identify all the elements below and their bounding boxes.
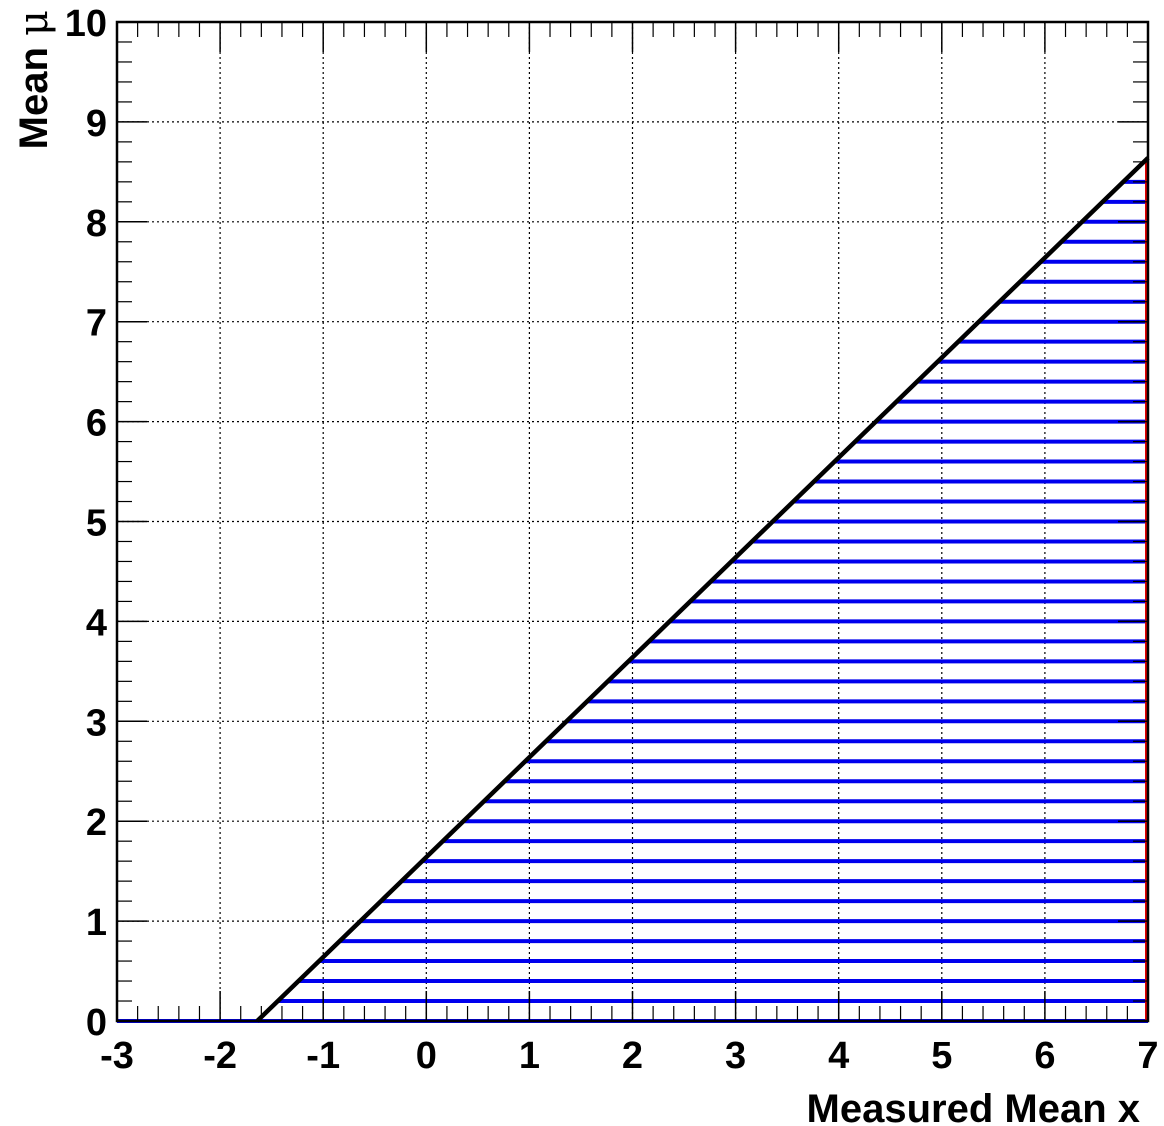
y-tick-label: 3 [86,702,107,744]
x-tick-label: 4 [828,1035,849,1077]
boundary-line-group [255,156,1150,1023]
x-tick-label: 6 [1034,1035,1055,1077]
x-tick-label: 0 [416,1035,437,1077]
x-tick-label: 5 [931,1035,952,1077]
y-axis-title: Mean μ [11,10,57,149]
y-tick-label: 8 [86,203,107,245]
y-tick-label: 7 [86,303,107,345]
x-tick-label: -2 [203,1035,237,1077]
hatch-region [117,157,1148,1023]
y-tick-label: 2 [86,802,107,844]
boundary-line [255,156,1150,1023]
y-tick-label: 0 [86,1002,107,1044]
x-tick-label: 7 [1137,1035,1158,1077]
y-axis-ticks: 0 1 2 3 4 5 6 7 8 9 10 [65,3,1148,1044]
y-tick-label: 6 [86,403,107,445]
x-tick-label: -1 [306,1035,340,1077]
y-tick-label: 5 [86,503,107,545]
x-tick-label: 2 [622,1035,643,1077]
y-tick-label: 10 [65,3,107,45]
grid-lines [117,22,1148,1021]
y-axis-title-symbol: μ [11,10,57,36]
y-tick-label: 4 [86,602,107,644]
x-axis-title: Measured Mean x [807,1087,1140,1126]
y-tick-label: 9 [86,103,107,145]
x-tick-label: -3 [100,1035,134,1077]
y-axis-title-text: Mean [12,36,56,149]
y-tick-label: 1 [86,902,107,944]
x-axis-ticks: -3 -2 -1 0 1 2 3 4 5 6 7 [100,22,1159,1077]
x-tick-label: 1 [519,1035,540,1077]
x-tick-label: 3 [725,1035,746,1077]
